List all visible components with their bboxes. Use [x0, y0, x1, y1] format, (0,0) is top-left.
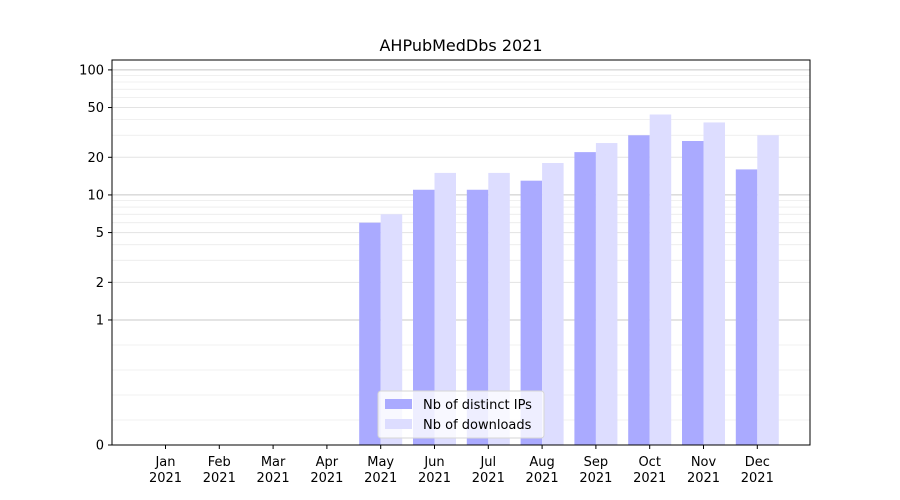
x-tick-label: May 2021	[364, 455, 397, 486]
legend: Nb of distinct IPs Nb of downloads	[377, 390, 545, 439]
x-tick-label: Sep 2021	[579, 455, 612, 486]
legend-label: Nb of distinct IPs	[423, 398, 532, 413]
bar-downloads	[649, 114, 672, 445]
y-tick-label: 10	[87, 188, 104, 203]
legend-swatch	[385, 419, 412, 429]
y-tick-label: 100	[79, 63, 104, 78]
plot-frame	[111, 59, 811, 446]
x-tick-label: Nov 2021	[687, 455, 720, 486]
bar-distinct-ips	[628, 135, 650, 445]
ticks-layer: 0 1 2 5 10 20 50 100 Jan 2021 Feb 2021 Mar 2021 Apr 202…	[79, 63, 774, 486]
y-tick-label: 5	[96, 226, 104, 241]
legend-box	[377, 390, 545, 439]
legend-label: Nb of downloads	[423, 418, 532, 433]
x-tick-label: Feb 2021	[203, 455, 236, 486]
bar-downloads	[542, 163, 564, 445]
x-tick-label: Dec 2021	[741, 455, 774, 486]
x-tick-label: Jun 2021	[418, 455, 451, 486]
bars-layer	[359, 114, 779, 445]
x-tick-label: Aug 2021	[526, 455, 559, 486]
legend-swatch	[385, 399, 412, 409]
bar-distinct-ips	[466, 189, 489, 445]
bar-downloads	[595, 143, 618, 445]
x-tick-label: Jan 2021	[149, 455, 182, 486]
x-tick-label: Apr 2021	[310, 455, 343, 486]
y-tick-label: 0	[96, 439, 104, 454]
y-tick-label: 50	[87, 101, 104, 116]
chart-title: AHPubMedDbs 2021	[379, 36, 542, 55]
x-tick-label: Oct 2021	[633, 455, 666, 486]
x-tick-label: Mar 2021	[257, 455, 290, 486]
y-tick-label: 20	[87, 151, 104, 166]
bar-distinct-ips	[735, 169, 758, 445]
bar-downloads	[488, 172, 510, 445]
bar-downloads	[757, 135, 779, 445]
bar-distinct-ips	[520, 180, 543, 445]
bar-downloads	[703, 122, 725, 445]
bar-distinct-ips	[682, 140, 704, 445]
y-tick-label: 2	[96, 276, 104, 291]
x-tick-label: Jul 2021	[472, 455, 505, 486]
y-tick-label: 1	[96, 313, 104, 328]
bar-distinct-ips	[574, 152, 596, 445]
bar-downloads	[380, 214, 403, 445]
bar-distinct-ips	[413, 189, 435, 445]
bar-distinct-ips	[359, 222, 381, 445]
bar-downloads	[434, 172, 456, 445]
